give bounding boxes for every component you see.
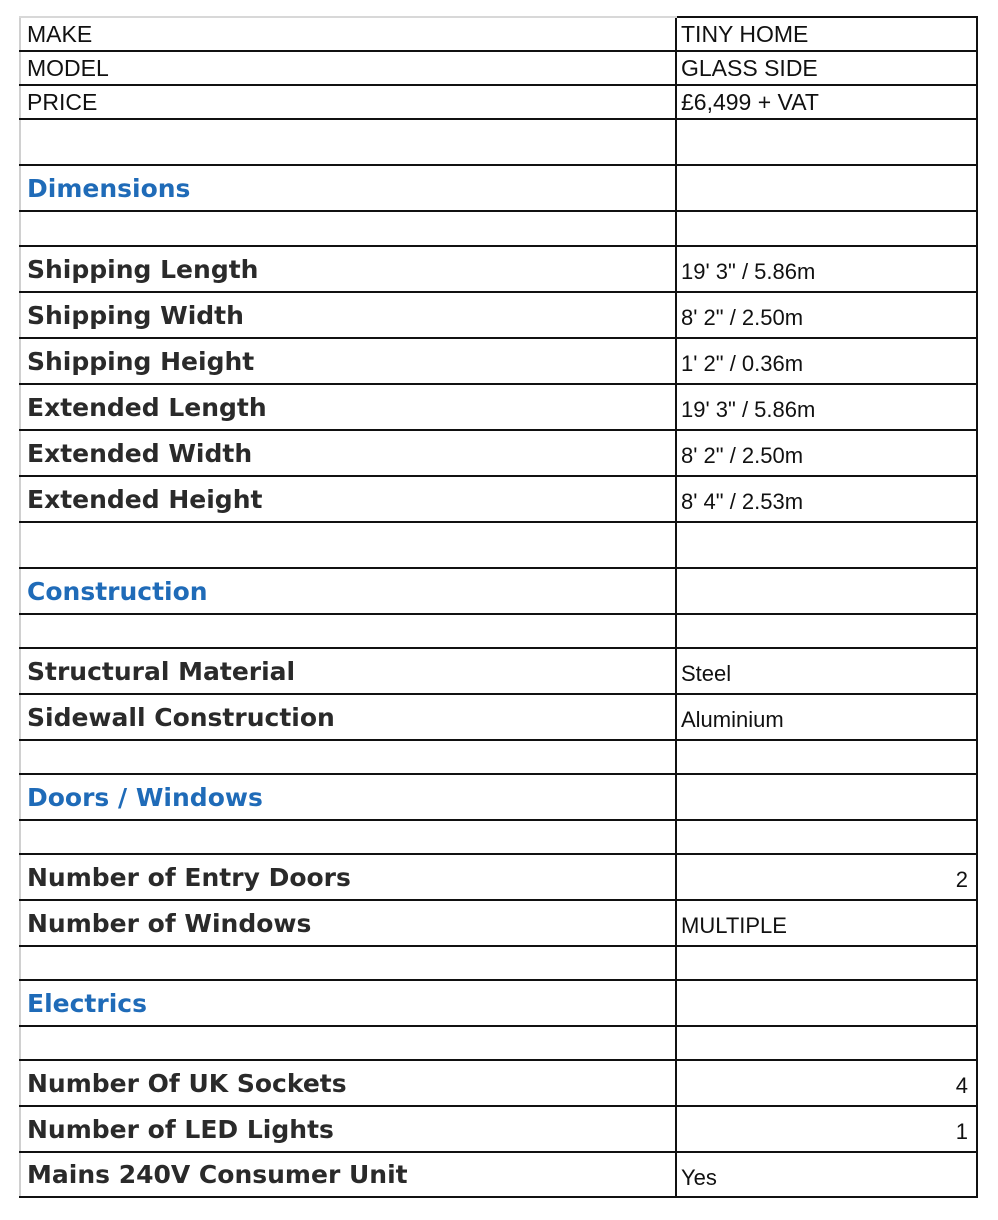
row-value xyxy=(675,165,978,212)
spec-row: Mains 240V Consumer Unit Yes xyxy=(19,1152,978,1198)
row-value: 8' 2" / 2.50m xyxy=(675,430,978,477)
blank-row xyxy=(19,820,978,855)
blank-row xyxy=(19,1026,978,1061)
row-value: Aluminium xyxy=(675,694,978,741)
blank-row xyxy=(19,946,978,981)
row-value: 8' 4" / 2.53m xyxy=(675,476,978,523)
row-value: Yes xyxy=(675,1152,978,1198)
row-label: Structural Material xyxy=(19,648,676,695)
row-value: MULTIPLE xyxy=(675,900,978,947)
row-value: 8' 2" / 2.50m xyxy=(675,292,978,339)
row-value xyxy=(675,740,978,775)
section-row: Doors / Windows xyxy=(19,774,978,821)
row-value xyxy=(675,119,978,166)
row-label xyxy=(19,946,676,981)
row-value: £6,499 + VAT xyxy=(675,85,978,120)
section-row: Electrics xyxy=(19,980,978,1027)
spec-row: Number of Entry Doors 2 xyxy=(19,854,978,901)
row-label: Number of LED Lights xyxy=(19,1106,676,1153)
row-label: Shipping Width xyxy=(19,292,676,339)
row-label xyxy=(19,211,676,247)
row-value xyxy=(675,522,978,569)
spec-row: Shipping Length 19' 3" / 5.86m xyxy=(19,246,978,293)
header-row: PRICE £6,499 + VAT xyxy=(19,85,978,120)
blank-row xyxy=(19,119,978,166)
row-label: Sidewall Construction xyxy=(19,694,676,741)
header-row: MAKE TINY HOME xyxy=(19,16,978,52)
row-label: Extended Width xyxy=(19,430,676,477)
row-label: Shipping Height xyxy=(19,338,676,385)
section-row: Construction xyxy=(19,568,978,615)
spec-row: Extended Length 19' 3" / 5.86m xyxy=(19,384,978,431)
row-value: Steel xyxy=(675,648,978,695)
row-value: 19' 3" / 5.86m xyxy=(675,246,978,293)
row-label xyxy=(19,522,676,569)
row-label: Number of Windows xyxy=(19,900,676,947)
row-label: MAKE xyxy=(19,16,676,52)
row-value: 1' 2" / 0.36m xyxy=(675,338,978,385)
row-value: 19' 3" / 5.86m xyxy=(675,384,978,431)
row-value: GLASS SIDE xyxy=(675,51,978,86)
section-heading: Construction xyxy=(19,568,676,615)
section-heading: Doors / Windows xyxy=(19,774,676,821)
section-row: Dimensions xyxy=(19,165,978,212)
spec-row: Number Of UK Sockets 4 xyxy=(19,1060,978,1107)
row-label xyxy=(19,820,676,855)
row-value: 2 xyxy=(675,854,978,901)
row-label xyxy=(19,614,676,649)
row-value xyxy=(675,946,978,981)
row-label xyxy=(19,1026,676,1061)
row-value xyxy=(675,774,978,821)
row-label: Number Of UK Sockets xyxy=(19,1060,676,1107)
row-value xyxy=(675,568,978,615)
spec-table: MAKE TINY HOME MODEL GLASS SIDE PRICE £6,499 … xyxy=(19,16,978,1198)
row-value xyxy=(675,1026,978,1061)
spec-row: Shipping Width 8' 2" / 2.50m xyxy=(19,292,978,339)
row-label xyxy=(19,740,676,775)
row-label: Extended Height xyxy=(19,476,676,523)
spec-row: Number of Windows MULTIPLE xyxy=(19,900,978,947)
blank-row xyxy=(19,614,978,649)
section-heading: Dimensions xyxy=(19,165,676,212)
row-label: Extended Length xyxy=(19,384,676,431)
spec-row: Sidewall Construction Aluminium xyxy=(19,694,978,741)
row-value: 4 xyxy=(675,1060,978,1107)
row-label: Number of Entry Doors xyxy=(19,854,676,901)
spec-row: Extended Height 8' 4" / 2.53m xyxy=(19,476,978,523)
row-value xyxy=(675,614,978,649)
row-value: TINY HOME xyxy=(675,16,978,52)
row-value xyxy=(675,980,978,1027)
row-value: 1 xyxy=(675,1106,978,1153)
row-label: Mains 240V Consumer Unit xyxy=(19,1152,676,1198)
row-value xyxy=(675,211,978,247)
blank-row xyxy=(19,211,978,247)
spec-row: Structural Material Steel xyxy=(19,648,978,695)
row-label: PRICE xyxy=(19,85,676,120)
spec-row: Number of LED Lights 1 xyxy=(19,1106,978,1153)
row-label xyxy=(19,119,676,166)
spec-row: Shipping Height 1' 2" / 0.36m xyxy=(19,338,978,385)
row-label: MODEL xyxy=(19,51,676,86)
blank-row xyxy=(19,522,978,569)
row-value xyxy=(675,820,978,855)
section-heading: Electrics xyxy=(19,980,676,1027)
row-label: Shipping Length xyxy=(19,246,676,293)
blank-row xyxy=(19,740,978,775)
spec-row: Extended Width 8' 2" / 2.50m xyxy=(19,430,978,477)
header-row: MODEL GLASS SIDE xyxy=(19,51,978,86)
